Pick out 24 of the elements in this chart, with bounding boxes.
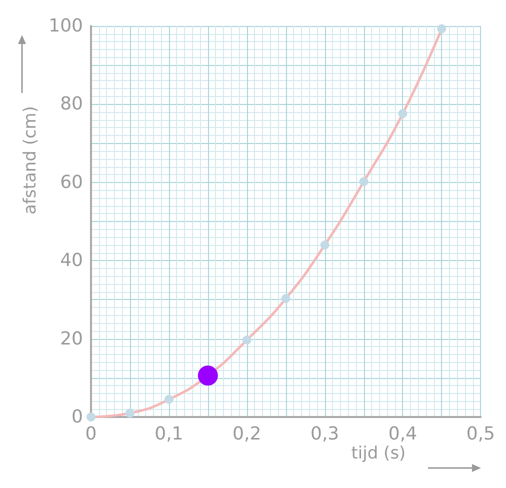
x-tick-label: 0,4 <box>388 424 418 444</box>
x-tick-label: 0,2 <box>232 424 262 444</box>
y-tick-label: 60 <box>60 172 83 193</box>
x-tick-label: 0,3 <box>310 424 340 444</box>
point <box>398 109 408 118</box>
x-tick-label: 0,1 <box>154 424 184 444</box>
point <box>125 408 134 418</box>
x-tick-label: 0,5 <box>466 424 496 444</box>
y-tick-label: 40 <box>60 250 83 272</box>
point <box>198 366 218 386</box>
y-tick-label: 80 <box>60 94 83 115</box>
x-tick-label: 0 <box>85 424 97 444</box>
y-tick-label: 100 <box>48 16 83 36</box>
point <box>437 24 446 34</box>
point <box>86 412 96 422</box>
y-axis-title: afstand (cm) <box>20 106 40 214</box>
x-axis-title: tijd (s) <box>351 444 406 464</box>
point <box>164 394 174 404</box>
point <box>320 240 330 250</box>
y-tick-label: 20 <box>60 328 83 350</box>
point <box>359 177 368 186</box>
point <box>242 335 252 344</box>
point <box>281 294 290 304</box>
y-tick-label: 0 <box>72 406 83 428</box>
